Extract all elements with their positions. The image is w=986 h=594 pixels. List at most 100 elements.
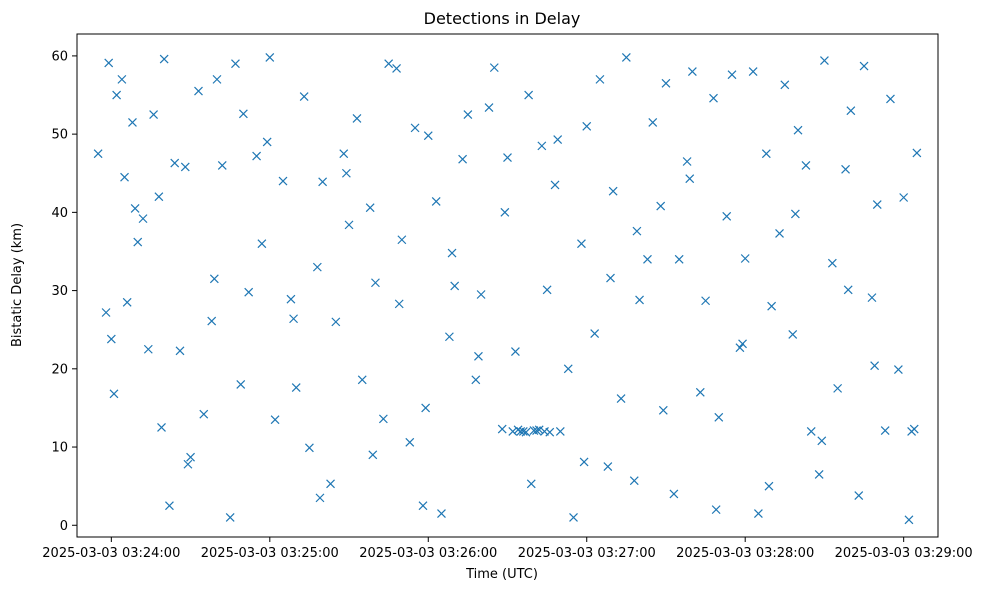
- data-point: [304, 443, 314, 453]
- data-point: [384, 59, 394, 69]
- data-point: [661, 78, 671, 88]
- data-point: [590, 329, 600, 339]
- data-point: [331, 317, 341, 327]
- data-point: [165, 501, 174, 511]
- data-point: [603, 462, 613, 472]
- plot-area-frame: [76, 33, 939, 538]
- x-tick-label: 2025-03-03 03:26:00: [359, 546, 497, 561]
- data-point: [735, 343, 745, 353]
- data-point: [143, 344, 153, 354]
- data-point: [194, 86, 203, 96]
- x-tick-label: 2025-03-03 03:27:00: [518, 546, 656, 561]
- data-point: [175, 346, 185, 356]
- chart-title: Detections in Delay: [424, 9, 581, 28]
- data-point: [701, 296, 711, 306]
- data-point: [318, 177, 328, 187]
- data-point: [344, 220, 354, 230]
- data-point: [859, 61, 869, 71]
- data-point: [526, 479, 536, 489]
- data-point: [827, 258, 837, 268]
- data-point: [209, 274, 219, 284]
- data-point: [833, 383, 843, 393]
- data-point: [183, 459, 193, 469]
- data-point: [217, 160, 227, 170]
- data-point: [392, 63, 401, 73]
- data-point: [463, 110, 473, 119]
- x-tick-label: 2025-03-03 03:25:00: [201, 546, 339, 561]
- data-point: [687, 67, 697, 76]
- y-tick-label: 50: [51, 128, 68, 143]
- data-point: [753, 509, 763, 518]
- data-point: [761, 149, 771, 159]
- data-point: [117, 74, 127, 84]
- data-point: [315, 493, 325, 503]
- data-point: [489, 63, 499, 73]
- data-point: [872, 200, 882, 209]
- data-point: [291, 383, 301, 393]
- y-tick-label: 40: [51, 206, 68, 221]
- data-point: [542, 285, 552, 295]
- data-point: [207, 316, 217, 326]
- data-point: [658, 405, 668, 415]
- data-point: [289, 314, 298, 324]
- data-point: [154, 192, 164, 202]
- data-point: [371, 278, 380, 288]
- data-point: [212, 74, 222, 84]
- data-point: [709, 93, 718, 103]
- data-points: [93, 53, 922, 525]
- data-point: [397, 235, 407, 245]
- data-point: [231, 59, 240, 69]
- data-point: [421, 403, 431, 413]
- data-point: [870, 361, 880, 371]
- data-point: [299, 92, 309, 102]
- data-point: [518, 426, 528, 436]
- data-point: [444, 332, 454, 342]
- data-point: [378, 414, 388, 424]
- data-point: [841, 164, 850, 174]
- data-point: [500, 207, 510, 217]
- data-point: [893, 365, 903, 375]
- data-point: [886, 94, 895, 104]
- data-point: [814, 469, 824, 479]
- data-point: [157, 423, 166, 432]
- y-tick-label: 10: [51, 441, 68, 456]
- data-point: [695, 387, 705, 397]
- data-point: [635, 295, 644, 305]
- data-point: [788, 329, 798, 339]
- data-point: [339, 149, 349, 159]
- data-point: [685, 174, 695, 184]
- data-point: [265, 53, 275, 62]
- data-point: [727, 70, 737, 80]
- data-point: [579, 457, 589, 467]
- data-point: [104, 58, 114, 68]
- data-point: [238, 109, 248, 119]
- data-point: [669, 489, 679, 499]
- data-point: [532, 426, 541, 436]
- data-point: [569, 513, 578, 522]
- data-point: [431, 196, 441, 206]
- data-point: [608, 186, 618, 196]
- data-point: [537, 141, 547, 151]
- data-point: [793, 125, 803, 135]
- data-point: [159, 54, 169, 64]
- data-point: [112, 90, 122, 100]
- data-point: [711, 505, 721, 515]
- y-tick-label: 30: [51, 284, 68, 299]
- data-point: [806, 426, 816, 436]
- x-axis-label: Time (UTC): [465, 567, 538, 582]
- data-point: [109, 389, 119, 399]
- data-point: [909, 424, 919, 434]
- data-point: [368, 450, 378, 460]
- data-point: [458, 154, 468, 164]
- data-point: [128, 117, 137, 127]
- data-point: [122, 297, 132, 307]
- data-point: [244, 287, 254, 297]
- data-point: [899, 193, 909, 202]
- data-point: [497, 424, 507, 434]
- data-point: [225, 513, 235, 522]
- data-point: [577, 239, 586, 249]
- data-point: [262, 137, 272, 147]
- data-point: [790, 209, 800, 219]
